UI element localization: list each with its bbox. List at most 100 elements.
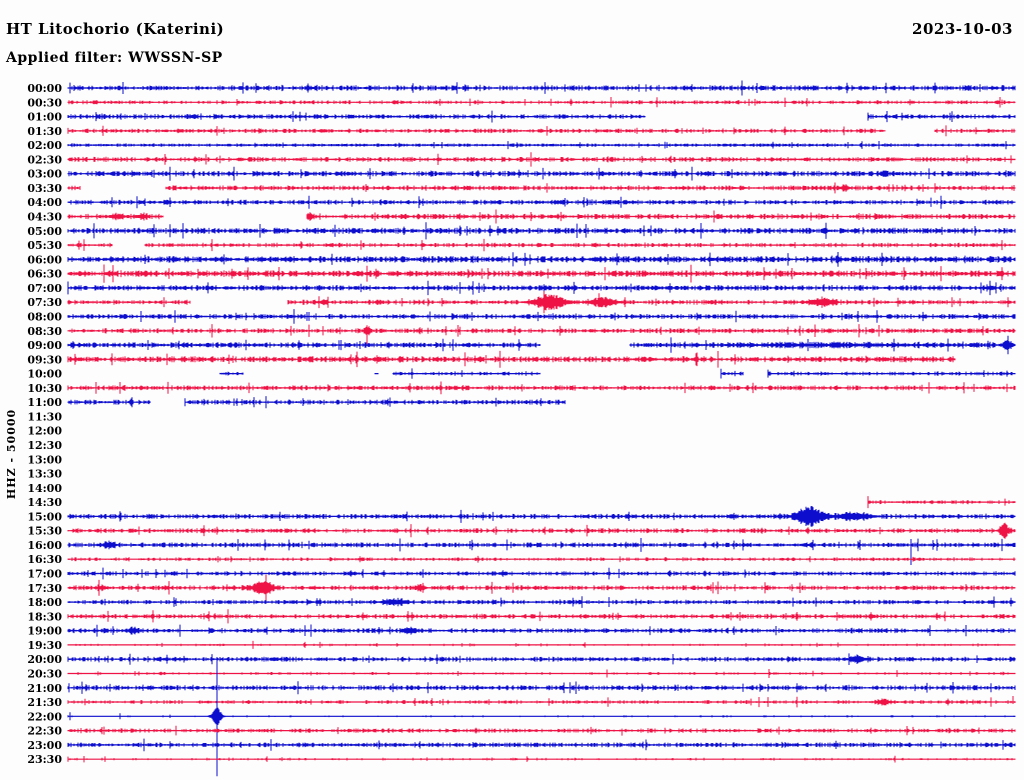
seismic-trace (67, 522, 1016, 539)
seismic-trace (67, 574, 1016, 601)
trace-row-06:30: 06:30 (27, 264, 1016, 283)
row-time-label: 11:30 (27, 410, 62, 423)
trace-row-15:00: 15:00 (27, 506, 1016, 527)
trace-row-03:30: 03:30 (27, 182, 1016, 195)
trace-row-00:30: 00:30 (27, 96, 1016, 109)
row-time-label: 09:00 (27, 339, 62, 352)
trace-row-22:00: 22:00 (27, 659, 1016, 777)
trace-row-01:00: 01:00 (27, 110, 1016, 124)
row-time-label: 18:00 (27, 596, 62, 609)
seismic-trace (67, 291, 1016, 314)
seismic-trace (67, 335, 1016, 355)
row-time-label: 07:30 (27, 296, 62, 309)
trace-row-19:00: 19:00 (27, 624, 1016, 638)
row-time-label: 15:30 (27, 525, 62, 538)
row-time-label: 10:00 (27, 368, 62, 381)
row-time-label: 03:30 (27, 182, 62, 195)
seismic-trace (67, 696, 1016, 708)
seismic-trace (67, 555, 1016, 563)
station-title: HT Litochorio (Katerini) (6, 20, 225, 38)
row-time-label: 20:00 (27, 653, 62, 666)
seismic-trace (67, 141, 1016, 150)
trace-row-11:00: 11:00 (27, 396, 566, 409)
trace-row-17:30: 17:30 (27, 574, 1016, 601)
seismic-trace (67, 110, 1016, 123)
seismic-trace (67, 97, 1016, 108)
trace-row-04:30: 04:30 (27, 209, 1016, 224)
seismic-trace (67, 538, 1016, 565)
row-time-label: 00:30 (27, 96, 62, 109)
trace-row-06:00: 06:00 (27, 252, 1016, 267)
trace-row-13:00: 13:00 (27, 453, 62, 466)
trace-row-09:00: 09:00 (27, 335, 1016, 355)
trace-row-16:00: 16:00 (27, 538, 1016, 565)
seismic-trace (67, 381, 1016, 395)
seismic-trace (67, 222, 1016, 240)
seismic-trace (67, 309, 1016, 324)
row-time-label: 08:30 (27, 325, 62, 338)
trace-row-20:30: 20:30 (27, 668, 1016, 681)
trace-row-21:30: 21:30 (27, 696, 1016, 709)
trace-row-08:30: 08:30 (27, 324, 1016, 344)
trace-row-14:30: 14:30 (27, 496, 1016, 509)
trace-row-02:30: 02:30 (27, 152, 1016, 167)
row-time-label: 00:00 (27, 82, 62, 95)
record-date: 2023-10-03 (912, 20, 1013, 38)
trace-row-07:30: 07:30 (27, 291, 1016, 314)
seismic-trace (67, 738, 1016, 752)
seismic-trace (67, 681, 1016, 695)
trace-row-15:30: 15:30 (27, 522, 1016, 539)
row-time-label: 12:30 (27, 439, 62, 452)
seismic-trace (67, 264, 1016, 283)
row-time-label: 01:00 (27, 111, 62, 124)
trace-row-23:00: 23:00 (27, 738, 1016, 752)
seismic-trace (67, 166, 1016, 181)
row-time-label: 16:00 (27, 539, 62, 552)
trace-row-08:00: 08:00 (27, 309, 1016, 324)
applied-filter-label: Applied filter: WWSSN-SP (6, 50, 223, 66)
row-time-label: 04:30 (27, 211, 62, 224)
trace-row-05:30: 05:30 (27, 238, 1016, 252)
row-time-label: 16:30 (27, 553, 62, 566)
seismic-trace (67, 152, 1016, 167)
row-time-label: 05:30 (27, 239, 62, 252)
seismic-trace (67, 324, 1016, 344)
seismic-trace (67, 567, 1016, 580)
row-time-label: 19:00 (27, 625, 62, 638)
row-time-label: 11:00 (27, 396, 62, 409)
trace-row-12:30: 12:30 (27, 439, 62, 452)
seismic-trace (867, 496, 1016, 509)
row-time-label: 14:30 (27, 496, 62, 509)
row-time-label: 13:00 (27, 453, 62, 466)
seismic-trace (67, 659, 1016, 777)
row-time-label: 06:30 (27, 268, 62, 281)
seismic-trace (67, 640, 1016, 649)
row-time-label: 10:30 (27, 382, 62, 395)
trace-row-16:30: 16:30 (27, 553, 1016, 566)
seismic-trace (67, 653, 1016, 665)
row-time-label: 02:30 (27, 153, 62, 166)
seismic-trace (67, 596, 1016, 608)
trace-row-14:00: 14:00 (27, 482, 62, 495)
row-time-label: 21:00 (27, 682, 62, 695)
trace-row-09:30: 09:30 (27, 350, 956, 368)
trace-row-18:00: 18:00 (27, 596, 1016, 609)
trace-row-07:00: 07:00 (27, 280, 1016, 296)
trace-row-05:00: 05:00 (27, 222, 1016, 240)
trace-row-10:00: 10:00 (27, 368, 1016, 381)
row-time-label: 06:00 (27, 253, 62, 266)
row-time-label: 02:00 (27, 139, 62, 152)
row-time-label: 20:30 (27, 668, 62, 681)
trace-row-23:30: 23:30 (27, 753, 1016, 766)
trace-row-21:00: 21:00 (27, 681, 1016, 695)
seismic-trace (67, 609, 1016, 624)
seismic-trace (67, 506, 1016, 527)
trace-row-18:30: 18:30 (27, 609, 1016, 624)
row-time-label: 09:30 (27, 353, 62, 366)
row-time-label: 17:30 (27, 582, 62, 595)
row-time-label: 14:00 (27, 482, 62, 495)
trace-row-02:00: 02:00 (27, 139, 1016, 152)
seismic-trace (67, 252, 1016, 267)
row-time-label: 03:00 (27, 168, 62, 181)
